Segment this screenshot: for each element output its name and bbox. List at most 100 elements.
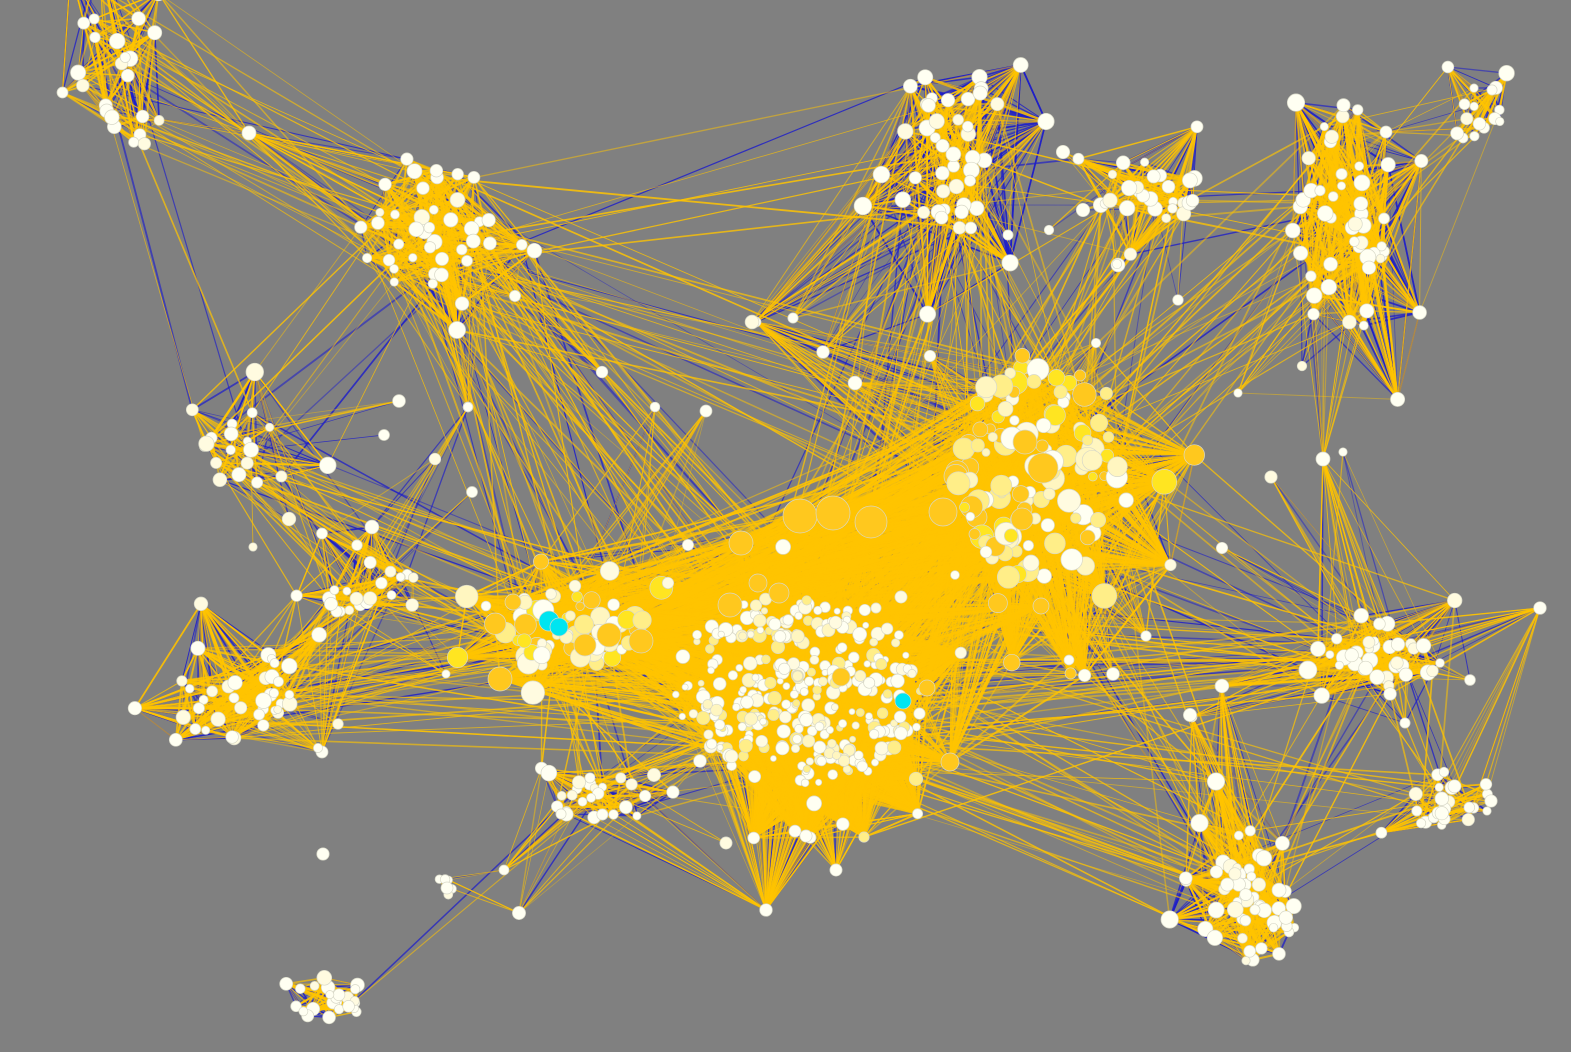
- graph-node[interactable]: [625, 778, 638, 791]
- graph-node[interactable]: [1460, 112, 1474, 126]
- graph-node[interactable]: [724, 749, 739, 764]
- graph-node[interactable]: [770, 755, 777, 762]
- graph-node[interactable]: [234, 701, 248, 715]
- graph-node[interactable]: [782, 682, 791, 690]
- graph-node[interactable]: [257, 719, 270, 732]
- graph-node[interactable]: [890, 719, 898, 728]
- graph-node[interactable]: [389, 277, 399, 287]
- graph-node[interactable]: [970, 438, 985, 453]
- graph-node[interactable]: [533, 553, 549, 570]
- graph-node[interactable]: [168, 732, 183, 747]
- graph-node[interactable]: [1399, 717, 1411, 729]
- graph-node[interactable]: [1082, 434, 1094, 446]
- graph-node[interactable]: [363, 591, 378, 606]
- graph-node[interactable]: [582, 591, 601, 610]
- graph-node[interactable]: [1426, 664, 1439, 678]
- graph-node[interactable]: [1233, 388, 1243, 398]
- graph-node[interactable]: [964, 221, 978, 235]
- graph-node[interactable]: [395, 572, 406, 582]
- graph-node[interactable]: [875, 658, 888, 671]
- graph-node[interactable]: [790, 629, 805, 644]
- graph-node[interactable]: [707, 666, 715, 675]
- graph-node[interactable]: [1164, 558, 1177, 572]
- graph-node[interactable]: [441, 669, 451, 679]
- graph-node-hub[interactable]: [815, 495, 851, 531]
- graph-node[interactable]: [851, 721, 860, 730]
- graph-node[interactable]: [737, 722, 747, 732]
- graph-node[interactable]: [255, 692, 272, 709]
- graph-node[interactable]: [747, 831, 760, 845]
- graph-node[interactable]: [615, 772, 627, 784]
- graph-node[interactable]: [201, 725, 211, 735]
- graph-node[interactable]: [890, 673, 905, 689]
- graph-node[interactable]: [908, 771, 924, 786]
- graph-node[interactable]: [964, 174, 976, 187]
- graph-node[interactable]: [1078, 668, 1092, 682]
- graph-node[interactable]: [952, 437, 975, 460]
- graph-node[interactable]: [1264, 470, 1278, 484]
- graph-node[interactable]: [853, 196, 873, 216]
- graph-node[interactable]: [1081, 449, 1103, 471]
- graph-node[interactable]: [298, 1006, 309, 1017]
- graph-node[interactable]: [928, 113, 945, 130]
- graph-node[interactable]: [1320, 278, 1337, 296]
- graph-node[interactable]: [1450, 126, 1464, 141]
- graph-node[interactable]: [319, 456, 337, 475]
- graph-node-hub[interactable]: [487, 666, 513, 692]
- graph-node[interactable]: [688, 709, 699, 719]
- graph-node[interactable]: [1102, 192, 1118, 208]
- graph-node[interactable]: [1172, 294, 1184, 306]
- graph-node[interactable]: [206, 685, 218, 698]
- graph-node[interactable]: [965, 511, 976, 522]
- graph-node[interactable]: [364, 519, 380, 535]
- graph-node[interactable]: [555, 808, 567, 820]
- graph-node[interactable]: [1398, 667, 1413, 682]
- graph-node[interactable]: [240, 456, 254, 470]
- graph-node[interactable]: [1434, 791, 1449, 806]
- graph-node[interactable]: [575, 601, 585, 611]
- graph-node[interactable]: [467, 171, 481, 184]
- graph-node[interactable]: [384, 565, 397, 578]
- graph-node[interactable]: [1215, 541, 1229, 555]
- graph-node[interactable]: [854, 669, 867, 682]
- graph-node[interactable]: [848, 708, 856, 715]
- graph-node[interactable]: [390, 209, 400, 220]
- graph-node[interactable]: [894, 630, 904, 640]
- graph-node[interactable]: [483, 236, 497, 251]
- graph-node[interactable]: [1053, 385, 1068, 399]
- graph-node[interactable]: [1060, 548, 1083, 571]
- graph-node[interactable]: [526, 242, 543, 259]
- graph-node[interactable]: [1243, 945, 1256, 958]
- graph-node[interactable]: [316, 847, 330, 861]
- graph-node[interactable]: [894, 726, 908, 741]
- graph-node[interactable]: [1361, 260, 1377, 275]
- graph-node[interactable]: [794, 611, 803, 620]
- graph-node[interactable]: [775, 539, 791, 555]
- graph-node[interactable]: [273, 705, 283, 714]
- graph-node[interactable]: [378, 177, 392, 192]
- graph-node[interactable]: [416, 181, 430, 195]
- graph-node[interactable]: [512, 906, 526, 920]
- graph-node[interactable]: [948, 178, 965, 195]
- graph-node[interactable]: [279, 976, 294, 991]
- graph-node[interactable]: [705, 644, 715, 654]
- graph-node[interactable]: [520, 680, 545, 705]
- graph-node[interactable]: [1002, 229, 1014, 241]
- graph-node[interactable]: [897, 123, 914, 140]
- graph-node[interactable]: [406, 163, 423, 180]
- graph-node[interactable]: [1140, 157, 1150, 167]
- graph-node[interactable]: [773, 630, 787, 643]
- graph-node[interactable]: [1331, 633, 1343, 645]
- graph-node[interactable]: [816, 345, 830, 359]
- graph-node[interactable]: [89, 31, 101, 44]
- graph-node[interactable]: [852, 626, 868, 642]
- graph-node-hub[interactable]: [748, 573, 768, 593]
- graph-node[interactable]: [1111, 258, 1123, 270]
- graph-node[interactable]: [779, 710, 792, 724]
- graph-node[interactable]: [151, 0, 166, 2]
- graph-node[interactable]: [466, 486, 478, 498]
- graph-node[interactable]: [1185, 193, 1200, 208]
- graph-node[interactable]: [874, 741, 889, 756]
- graph-node[interactable]: [427, 278, 438, 289]
